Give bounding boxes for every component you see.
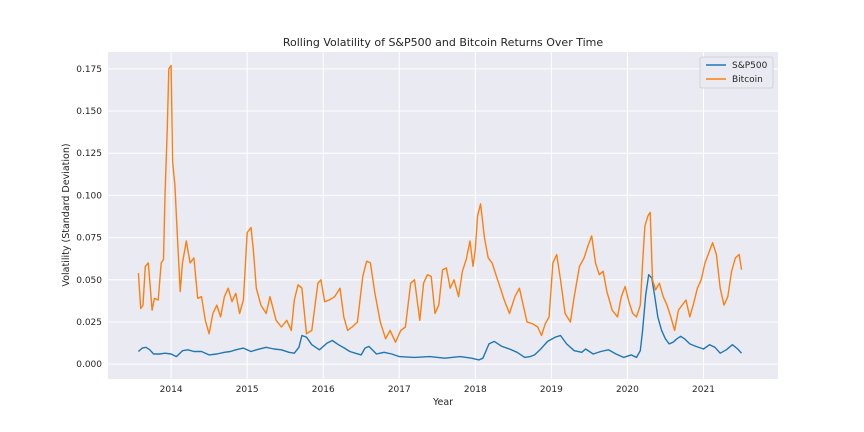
series-line-bitcoin	[137, 64, 743, 343]
chart-title: Rolling Volatility of S&P500 and Bitcoin…	[283, 36, 604, 49]
x-tick-label: 2020	[616, 385, 639, 395]
y-tick-label: 0.175	[76, 65, 102, 75]
grid	[108, 52, 778, 379]
series-lines	[137, 64, 743, 361]
x-tick-label: 2015	[236, 385, 259, 395]
y-tick-label: 0.075	[76, 234, 102, 244]
x-tick-label: 2021	[692, 385, 715, 395]
legend-label-bitcoin: Bitcoin	[732, 75, 763, 85]
x-tick-label: 2014	[160, 385, 183, 395]
y-tick-label: 0.025	[76, 318, 102, 328]
series-line-sp500	[137, 274, 743, 361]
legend: S&P500 Bitcoin	[699, 56, 774, 89]
y-tick-label: 0.000	[76, 360, 102, 370]
x-tick-label: 2016	[312, 385, 335, 395]
y-tick-label: 0.050	[76, 276, 102, 286]
x-tick-label: 2018	[464, 385, 487, 395]
axis-ticks: 2014 2015 2016 2017 2018 2019 2020 2021 0.000 0.0…	[76, 65, 715, 395]
y-tick-label: 0.150	[76, 107, 102, 117]
plot-area	[108, 52, 778, 379]
y-axis-title: Volatility (Standard Deviation)	[61, 143, 72, 286]
y-tick-label: 0.100	[76, 191, 102, 201]
y-tick-label: 0.125	[76, 149, 102, 159]
x-tick-label: 2019	[540, 385, 563, 395]
legend-label-sp500: S&P500	[732, 61, 768, 71]
x-axis-title: Year	[432, 397, 453, 408]
x-tick-label: 2017	[388, 385, 411, 395]
